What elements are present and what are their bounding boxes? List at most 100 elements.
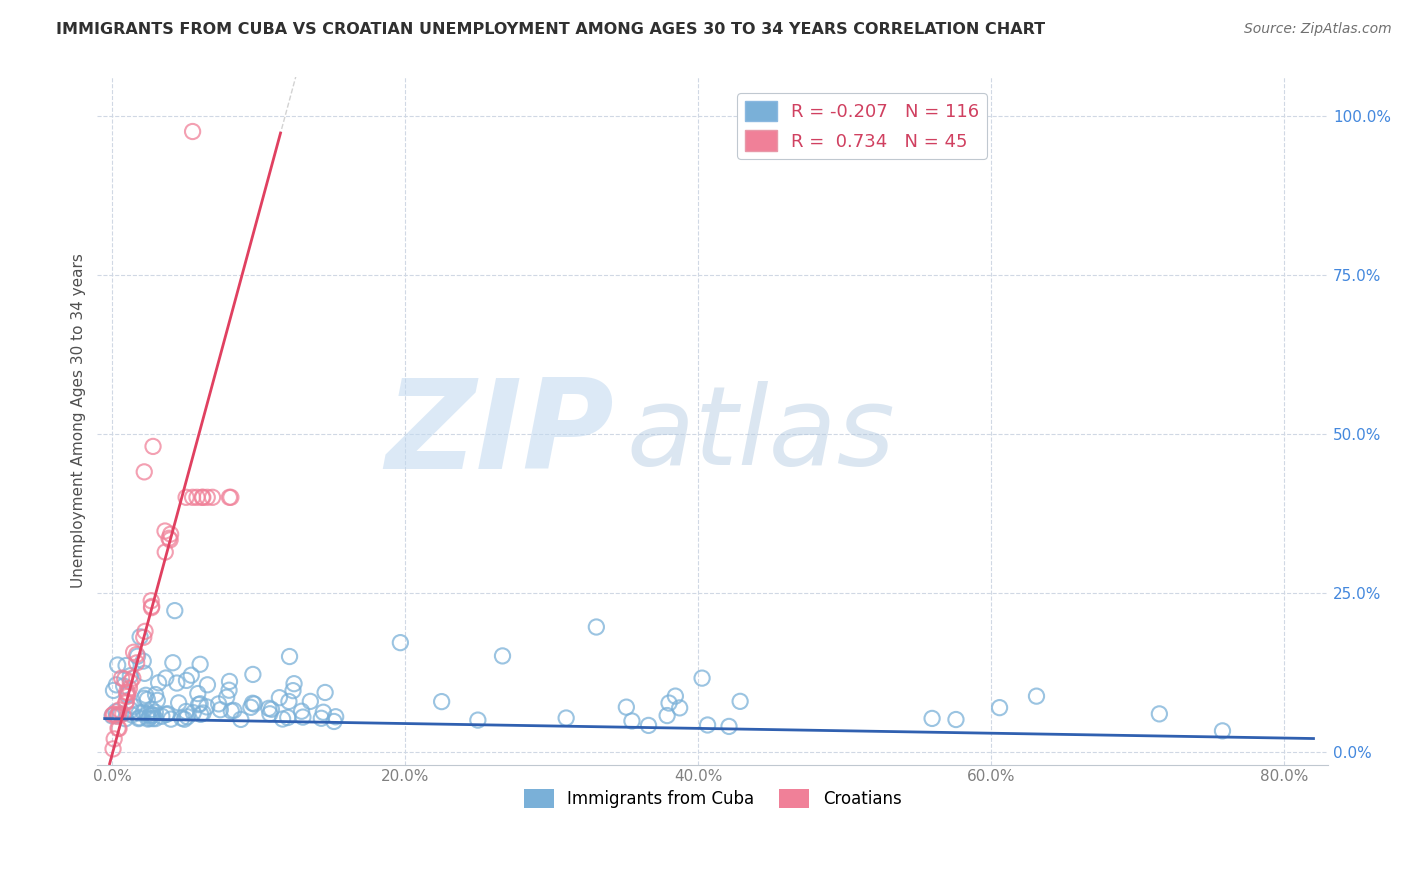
Point <box>176 673 198 688</box>
Text: IMMIGRANTS FROM CUBA VS CROATIAN UNEMPLOYMENT AMONG AGES 30 TO 34 YEARS CORRELAT: IMMIGRANTS FROM CUBA VS CROATIAN UNEMPLO… <box>56 22 1046 37</box>
Point <box>1149 706 1171 721</box>
Point <box>1025 689 1047 703</box>
Point <box>155 545 177 559</box>
Point <box>162 656 184 670</box>
Text: ZIP: ZIP <box>385 375 614 495</box>
Point <box>153 524 176 538</box>
Point <box>201 491 224 505</box>
Point <box>620 714 643 728</box>
Point <box>658 696 681 710</box>
Point <box>115 658 138 673</box>
Y-axis label: Unemployment Among Ages 30 to 34 years: Unemployment Among Ages 30 to 34 years <box>72 253 86 589</box>
Point <box>191 491 214 505</box>
Point <box>145 712 167 726</box>
Point <box>239 700 262 714</box>
Point <box>218 491 240 505</box>
Point <box>148 675 170 690</box>
Point <box>159 527 181 541</box>
Point <box>150 709 173 723</box>
Point <box>141 702 163 716</box>
Point <box>664 689 686 703</box>
Point <box>257 701 280 715</box>
Point <box>170 711 193 725</box>
Point <box>291 704 314 718</box>
Point <box>188 657 211 672</box>
Point <box>585 620 607 634</box>
Point <box>728 694 751 708</box>
Point <box>141 599 163 614</box>
Point <box>128 711 150 725</box>
Point <box>215 690 238 705</box>
Point <box>283 676 305 690</box>
Point <box>132 654 155 668</box>
Point <box>120 703 142 717</box>
Point <box>271 712 294 726</box>
Point <box>696 718 718 732</box>
Point <box>129 630 152 644</box>
Point <box>191 491 214 505</box>
Point <box>219 704 242 718</box>
Point <box>208 697 231 711</box>
Point <box>101 707 124 722</box>
Point <box>174 705 197 719</box>
Point <box>269 690 291 705</box>
Point <box>222 703 245 717</box>
Point <box>259 706 281 721</box>
Point <box>112 679 135 693</box>
Point <box>132 630 155 644</box>
Point <box>136 707 159 722</box>
Point <box>105 678 128 692</box>
Point <box>242 667 264 681</box>
Point <box>105 709 128 723</box>
Point <box>299 694 322 708</box>
Point <box>190 707 212 722</box>
Point <box>117 688 139 702</box>
Point <box>134 666 156 681</box>
Point <box>121 707 143 722</box>
Point <box>139 708 162 723</box>
Point <box>122 645 145 659</box>
Point <box>614 700 637 714</box>
Point <box>278 649 301 664</box>
Point <box>311 711 333 725</box>
Point <box>103 731 125 746</box>
Point <box>163 604 186 618</box>
Point <box>142 439 165 453</box>
Point <box>138 711 160 725</box>
Point <box>467 713 489 727</box>
Point <box>555 711 578 725</box>
Point <box>155 707 177 722</box>
Point <box>277 710 299 724</box>
Point <box>314 685 336 699</box>
Point <box>218 674 240 689</box>
Point <box>188 697 211 711</box>
Point <box>107 707 129 722</box>
Text: atlas: atlas <box>627 381 896 488</box>
Point <box>121 671 143 685</box>
Point <box>142 708 165 723</box>
Point <box>166 676 188 690</box>
Point <box>141 707 163 722</box>
Point <box>323 714 346 729</box>
Point <box>145 706 167 720</box>
Point <box>209 703 232 717</box>
Point <box>159 533 181 547</box>
Point <box>637 718 659 732</box>
Point <box>145 688 167 702</box>
Point <box>1211 723 1233 738</box>
Point <box>128 706 150 720</box>
Point <box>146 693 169 707</box>
Point <box>156 706 179 721</box>
Point <box>142 712 165 726</box>
Point <box>141 600 163 615</box>
Point <box>160 712 183 726</box>
Point <box>229 713 252 727</box>
Point <box>945 713 967 727</box>
Point <box>125 648 148 662</box>
Point <box>219 491 242 505</box>
Point <box>122 699 145 714</box>
Point <box>135 688 157 702</box>
Point <box>114 712 136 726</box>
Legend: Immigrants from Cuba, Croatians: Immigrants from Cuba, Croatians <box>517 782 908 814</box>
Point <box>988 700 1011 714</box>
